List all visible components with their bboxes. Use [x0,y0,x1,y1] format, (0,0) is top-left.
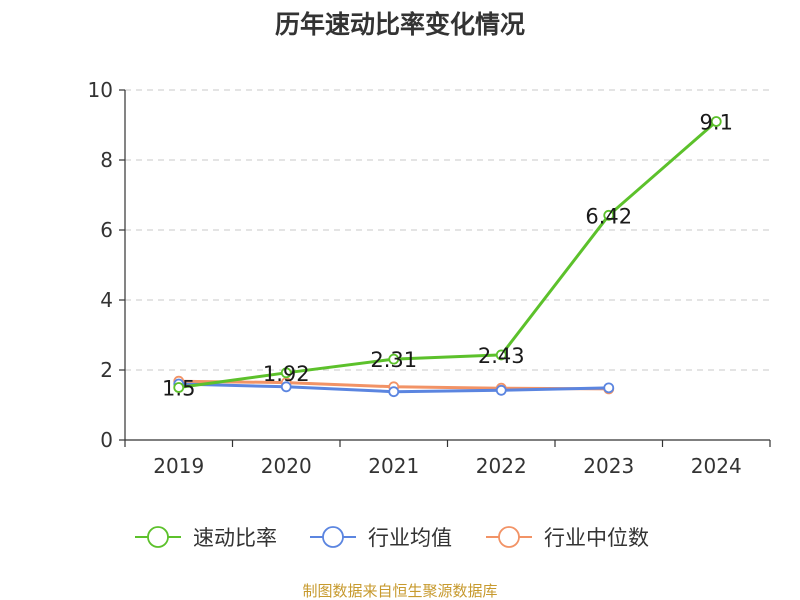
y-tick-label: 6 [100,218,113,242]
data-point [495,384,507,396]
legend: 速动比率 行业均值 行业中位数 [135,526,649,550]
data-point [280,367,292,379]
y-tick-label: 2 [100,358,113,382]
x-tick-label-2024: 2024 [691,454,742,478]
legend-label-1: 行业均值 [368,526,452,550]
data-label: 2.43 [478,344,525,368]
x-tick-label-2019: 2019 [153,454,204,478]
x-tick-label-2020: 2020 [261,454,312,478]
legend-marker-1 [322,526,344,548]
legend-marker-0 [147,526,169,548]
y-tick-label: 0 [100,428,113,452]
y-tick-label: 4 [100,288,113,312]
legend-label-2: 行业中位数 [544,526,649,550]
legend-label-0: 速动比率 [193,526,277,550]
x-tick-label-2022: 2022 [476,454,527,478]
data-label: 9.1 [700,111,733,135]
series [173,116,722,398]
legend-marker-2 [498,526,520,548]
source-note: 制图数据来自恒生聚源数据库 [302,582,497,600]
y-tick-label: 10 [88,78,113,102]
data-label: 1.92 [263,362,310,386]
data-point [603,209,615,221]
data-point [710,116,722,127]
data-point [603,382,615,394]
x-tick-label-2021: 2021 [368,454,419,478]
data-point [388,353,400,365]
data-labels: 1.5 1.92 2.31 2.43 6.42 9.1 [162,111,733,401]
series-line-0 [178,120,718,389]
data-point [495,349,507,361]
grid [125,89,770,371]
data-point [388,386,400,398]
y-tick-label: 8 [100,148,113,172]
chart-title: 历年速动比率变化情况 [275,10,525,39]
data-point [280,381,292,393]
axes: 0 2 4 6 8 10 2019 2020 2021 2022 2023 2024 [88,78,771,478]
x-tick-label-2023: 2023 [583,454,634,478]
data-label: 2.31 [370,348,417,372]
data-label: 1.5 [162,377,195,401]
data-point [173,382,185,393]
data-label: 6.42 [585,204,632,228]
